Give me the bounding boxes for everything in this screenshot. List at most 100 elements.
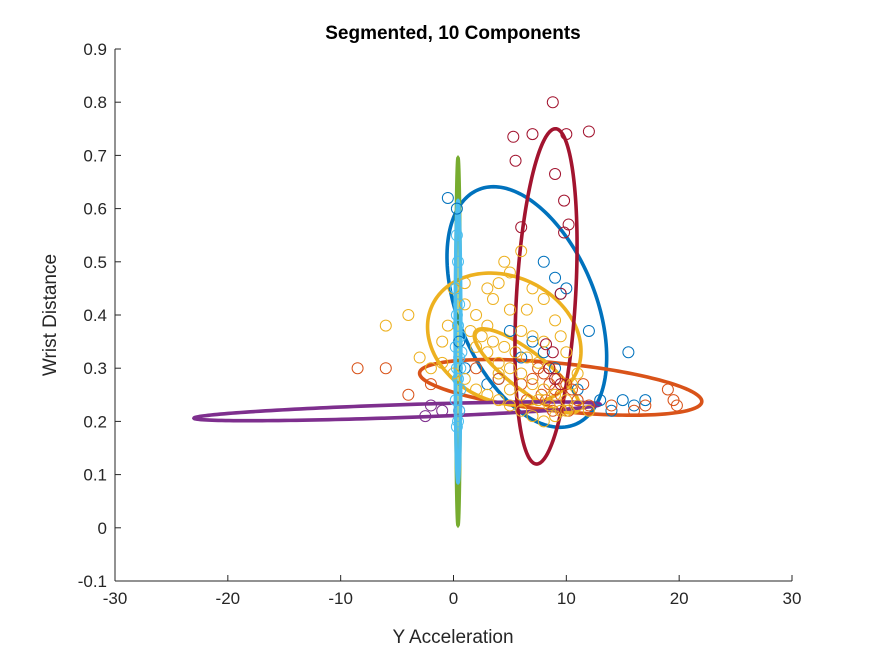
data-point (454, 330, 467, 343)
data-point (537, 415, 550, 428)
data-point (554, 404, 567, 417)
data-point (464, 324, 477, 337)
data-point (526, 330, 539, 343)
component-ellipse (417, 357, 704, 418)
data-point (503, 303, 516, 316)
data-point (486, 293, 499, 306)
x-tick-label: -20 (216, 589, 241, 608)
data-point (549, 168, 562, 181)
data-point (450, 420, 463, 433)
data-point (441, 319, 454, 332)
component-ellipse (191, 400, 603, 423)
data-point (560, 128, 573, 141)
data-point (549, 271, 562, 284)
data-point (452, 255, 465, 268)
data-point (515, 404, 528, 417)
data-point (670, 399, 683, 412)
data-point (452, 415, 465, 428)
data-point (515, 221, 528, 234)
x-tick-label: 0 (449, 589, 458, 608)
data-point (492, 394, 505, 407)
chart-title: Segmented, 10 Components (325, 23, 581, 44)
data-point (509, 154, 522, 167)
data-point (532, 356, 545, 369)
data-point (454, 362, 467, 375)
data-point (560, 346, 573, 359)
data-point (582, 324, 595, 337)
data-point (560, 404, 573, 417)
data-point (379, 319, 392, 332)
data-point (419, 410, 432, 423)
data-point (543, 399, 556, 412)
data-point (554, 287, 567, 300)
data-point (413, 351, 426, 364)
data-point (424, 362, 437, 375)
ticks: -30 -20 -10 0 10 20 30 -0.1 0 0.1 0.2 0.3 0.4 0.5 0.6 0… (78, 40, 802, 608)
data-point (639, 399, 652, 412)
y-tick-label: 0.4 (83, 306, 107, 325)
data-point (661, 383, 674, 396)
data-point (402, 309, 415, 321)
data-point (450, 229, 463, 242)
data-point (458, 298, 471, 311)
x-tick-label: -10 (328, 589, 353, 608)
data-point (486, 335, 499, 348)
data-point (520, 351, 533, 364)
data-point (481, 346, 494, 359)
component-ellipse (445, 184, 609, 430)
y-tick-label: 0.9 (83, 40, 107, 59)
data-point (562, 218, 575, 231)
x-tick-label: 30 (783, 589, 802, 608)
data-point (503, 362, 516, 375)
data-point (537, 293, 550, 306)
data-point (515, 324, 528, 337)
data-point (503, 399, 516, 412)
data-point (628, 404, 641, 417)
data-point (639, 394, 652, 407)
data-point (436, 335, 449, 348)
data-point (515, 245, 528, 258)
data-point (594, 394, 607, 407)
data-point (526, 378, 539, 391)
y-tick-label: 0.3 (83, 359, 107, 378)
data-point (571, 399, 584, 412)
data-point (526, 372, 539, 385)
component-ellipse (513, 126, 579, 466)
data-point (558, 194, 571, 207)
data-point (498, 340, 511, 353)
data-point (449, 394, 462, 407)
data-point (571, 367, 584, 380)
data-point (449, 282, 462, 295)
data-point (546, 346, 559, 359)
y-axis-label: Wrist Distance (40, 254, 61, 376)
data-point (565, 383, 578, 396)
data-point (622, 346, 635, 359)
data-point (458, 372, 471, 385)
y-tick-label: 0.1 (83, 466, 107, 485)
data-point (424, 399, 437, 412)
data-point (475, 330, 488, 343)
data-point (507, 130, 520, 143)
data-point (515, 388, 528, 401)
data-point (503, 266, 516, 279)
data-point (554, 378, 567, 391)
data-point (379, 362, 392, 375)
data-point (402, 388, 415, 401)
data-point (546, 96, 559, 109)
component-ellipse (453, 198, 463, 486)
y-tick-label: 0 (98, 519, 107, 538)
data-point (582, 125, 595, 138)
data-point (549, 314, 562, 327)
data-point (441, 191, 454, 204)
data-point (424, 378, 437, 391)
data-point (526, 410, 539, 423)
y-tick-label: 0.6 (83, 200, 107, 219)
x-axis-label: Y Acceleration (392, 627, 513, 648)
data-point (450, 202, 463, 215)
data-point (549, 388, 562, 401)
data-point (481, 282, 494, 295)
data-point (554, 330, 567, 343)
data-point (558, 226, 571, 239)
y-tick-label: 0.7 (83, 146, 107, 165)
